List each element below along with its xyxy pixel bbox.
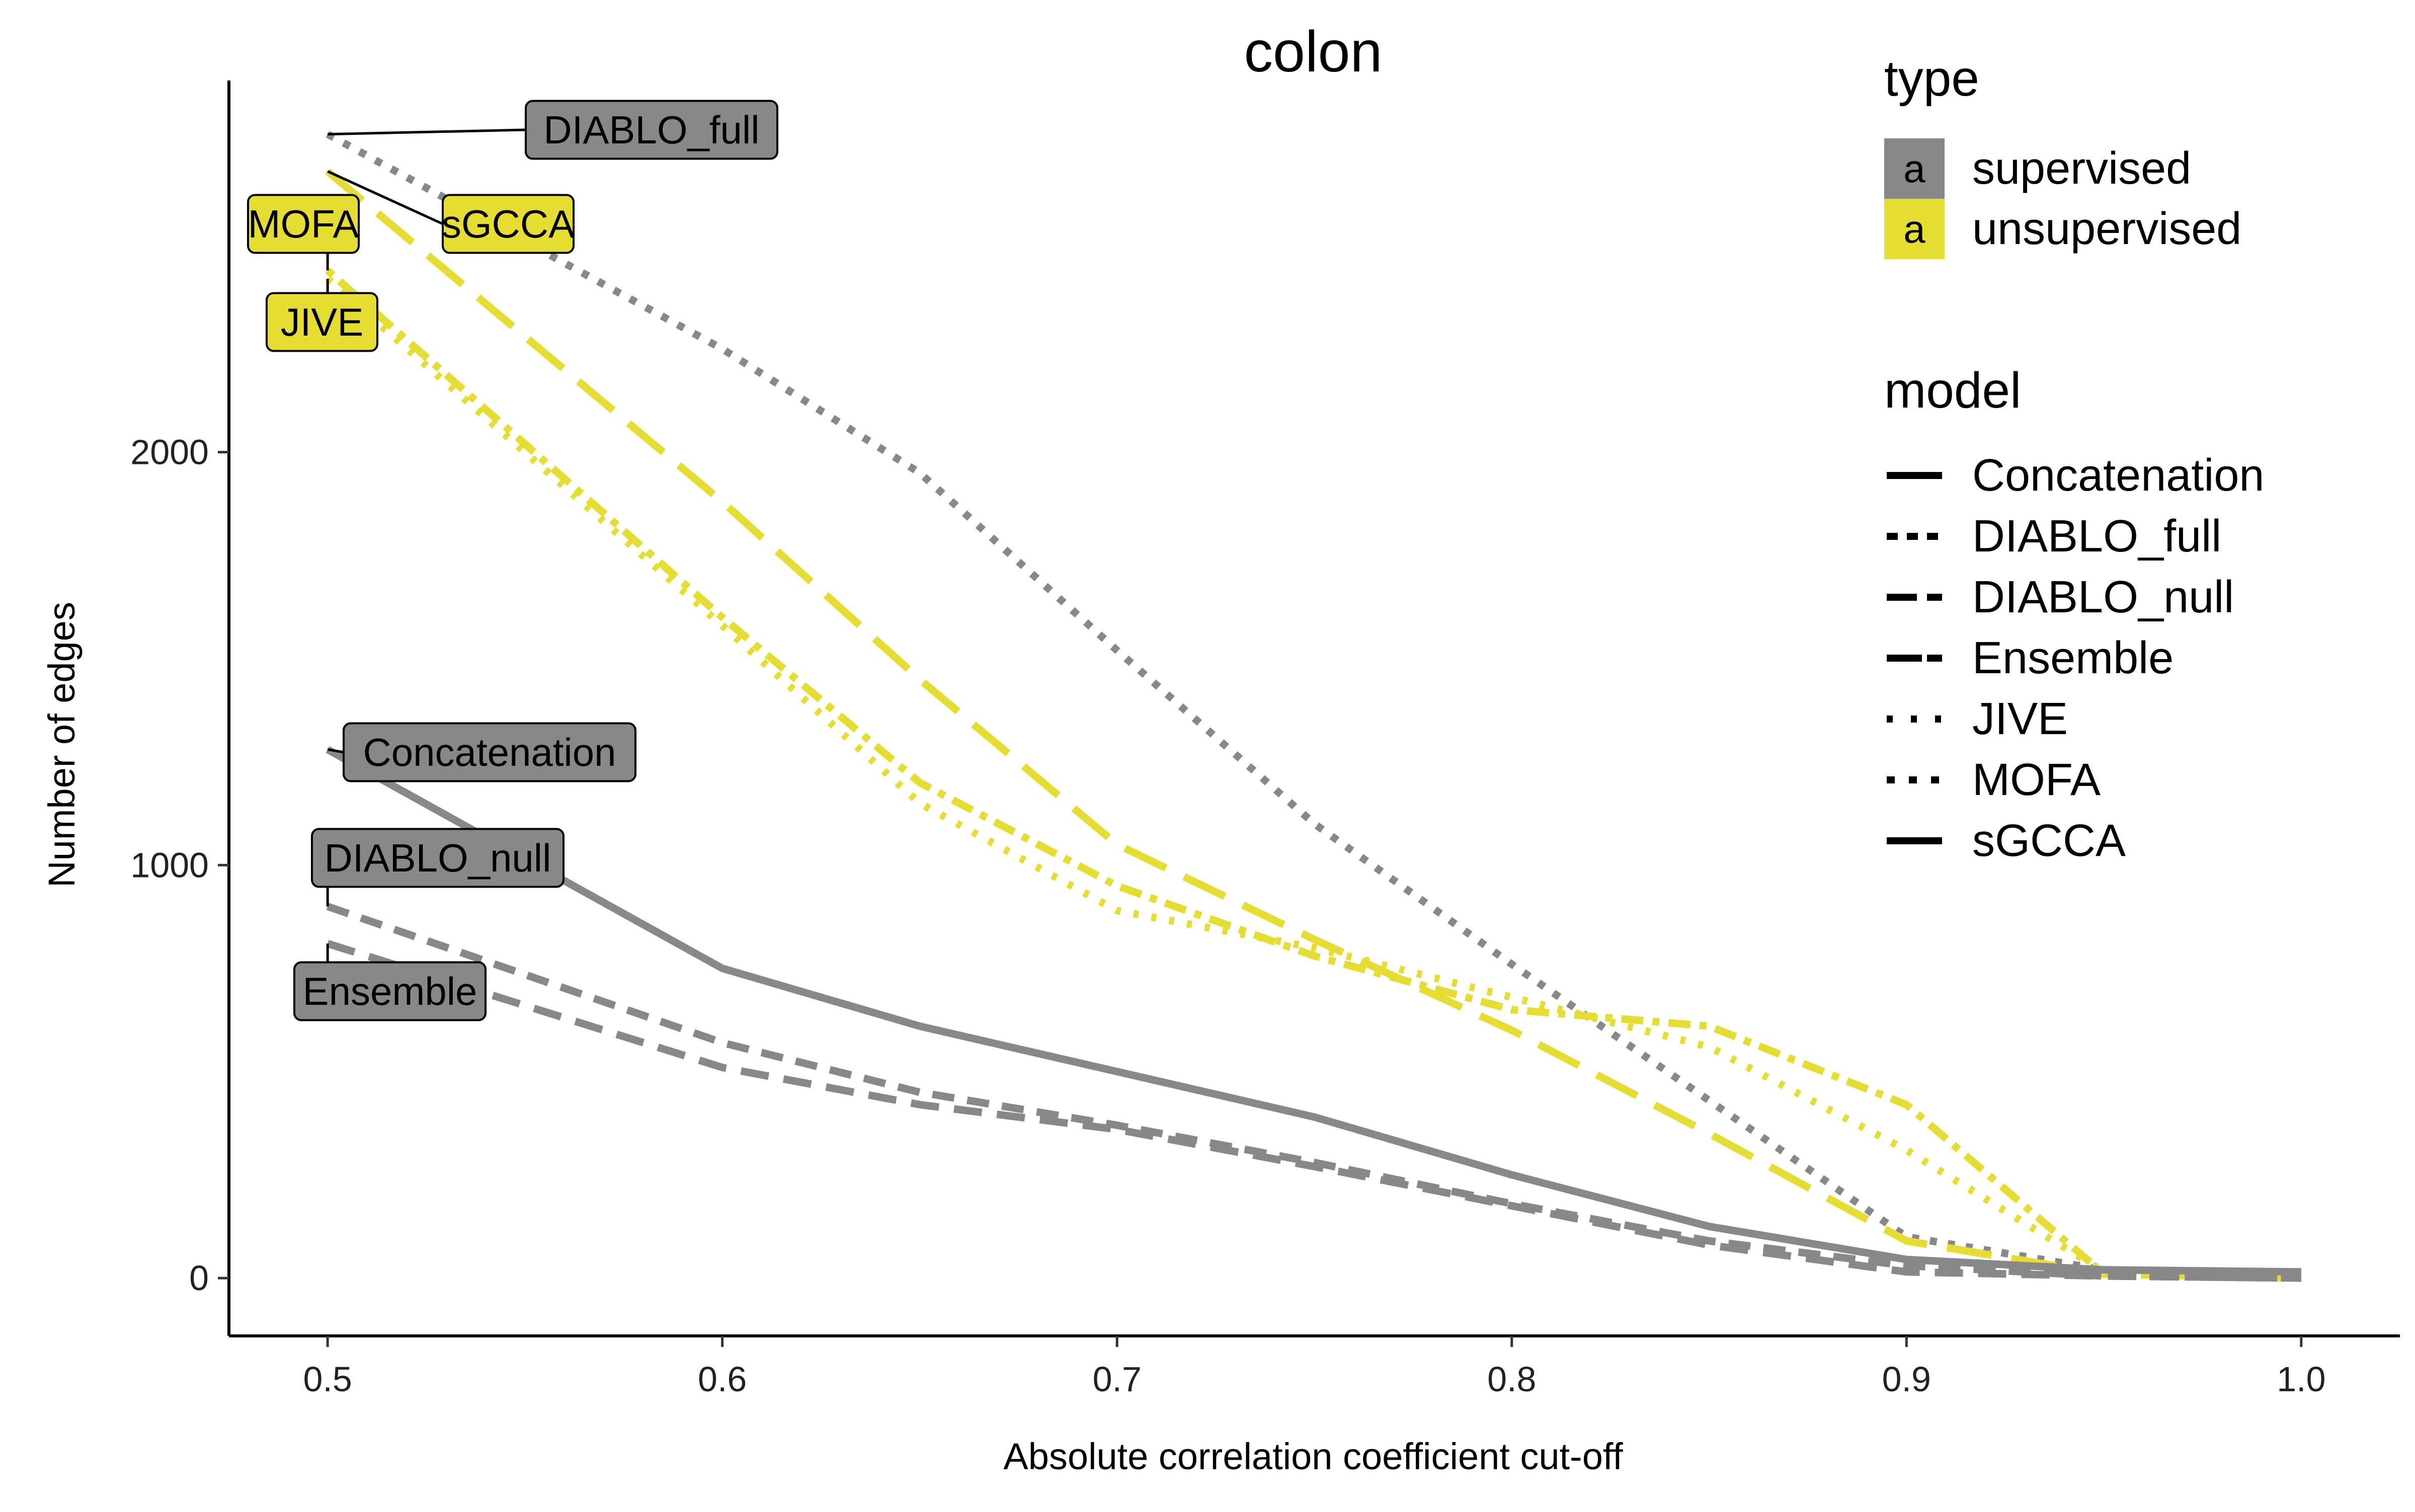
legend-type-item-supervised: a supervised [1884,138,2191,199]
series-label-jive: JIVE [266,278,378,352]
series-label-ensemble: Ensemble [293,943,487,1021]
x-tick-label: 0.9 [1882,1360,1931,1399]
legend-type-glyph: a [1903,207,1925,251]
legend-model-item-jive: JIVE [1887,694,2068,744]
x-axis-title: Absolute correlation coefficient cut-off [1003,1436,1623,1477]
legend-type-label: unsupervised [1972,204,2241,254]
legend-model-item-concatenation: Concatenation [1887,450,2264,501]
legend-type-label: supervised [1972,143,2191,194]
label-text: JIVE [281,300,364,344]
label-box [442,194,575,254]
label-text: DIABLO_null [325,836,551,880]
y-tick-label: 2000 [130,433,209,472]
label-box [293,961,487,1021]
series-line-concatenation [326,746,2301,1276]
x-tick-label: 0.7 [1093,1360,1142,1399]
chart-title: colon [1244,20,1383,84]
legend-model-item-sgcca: sGCCA [1887,816,2126,866]
series-label-diablo-full: DIABLO_full [328,100,778,160]
label-box [266,292,378,352]
legend-model-label: DIABLO_full [1972,511,2221,562]
x-tick-label: 1.0 [2277,1360,2325,1399]
label-box [525,100,778,160]
y-tick-label: 0 [189,1258,209,1298]
series-line-mofa [325,267,2302,1282]
y-tick-label: 1000 [130,845,209,885]
series-label-mofa: MOFA [247,194,360,271]
series-label-sgcca: sGCCA [327,170,575,254]
label-text: MOFA [248,202,359,246]
label-box [247,194,360,254]
legend-model-label: Ensemble [1972,633,2174,683]
series-label-concatenation: Concatenation [327,722,636,782]
legend-model-label: JIVE [1972,694,2068,744]
series-line-ensemble [326,940,2301,1282]
legend-model-label: sGCCA [1972,816,2126,866]
label-text: sGCCA [442,202,575,246]
legend-model-item-ensemble: Ensemble [1887,633,2174,683]
y-axis-title: Number of edges [41,602,83,888]
x-tick-label: 0.6 [698,1360,747,1399]
legend-model-item-mofa: MOFA [1887,755,2101,805]
x-tick-label: 0.8 [1487,1360,1536,1399]
label-text: Concatenation [363,730,616,774]
axes: 0.5 0.6 0.7 0.8 0.9 1.0 0 1000 2000 [130,81,2400,1399]
label-leader [327,170,444,225]
legend-model-label: DIABLO_null [1972,572,2234,622]
legend-type-title: type [1884,50,1979,107]
x-tick-label: 0.5 [303,1360,352,1399]
legend-model-item-diablo-null: DIABLO_null [1887,572,2234,622]
series-labels: DIABLO_full sGCCA MOFA JIVE Concatenation DIA… [247,100,778,1021]
label-leader [328,128,526,136]
series-lines [325,131,2302,1282]
legend-type-swatch [1884,138,1945,199]
label-text: DIABLO_full [543,108,759,152]
legend-model-label: MOFA [1972,755,2101,805]
legend-type-item-unsupervised: a unsupervised [1884,199,2241,259]
legend-model-label: Concatenation [1972,450,2264,501]
label-text: Ensemble [303,969,477,1013]
legend-model-title: model [1884,362,2021,419]
series-line-diablo-null [326,903,2301,1282]
legend-type-glyph: a [1903,146,1925,191]
legend-model-item-diablo-full: DIABLO_full [1887,511,2221,562]
label-box [343,722,636,782]
label-leader [327,748,344,754]
series-line-diablo-full [326,131,2302,1280]
legend: type a supervised a unsupervised model Concate… [1884,50,2264,866]
label-box [311,828,565,888]
series-label-diablo-null: DIABLO_null [311,828,565,907]
legend-type-swatch [1884,199,1945,259]
